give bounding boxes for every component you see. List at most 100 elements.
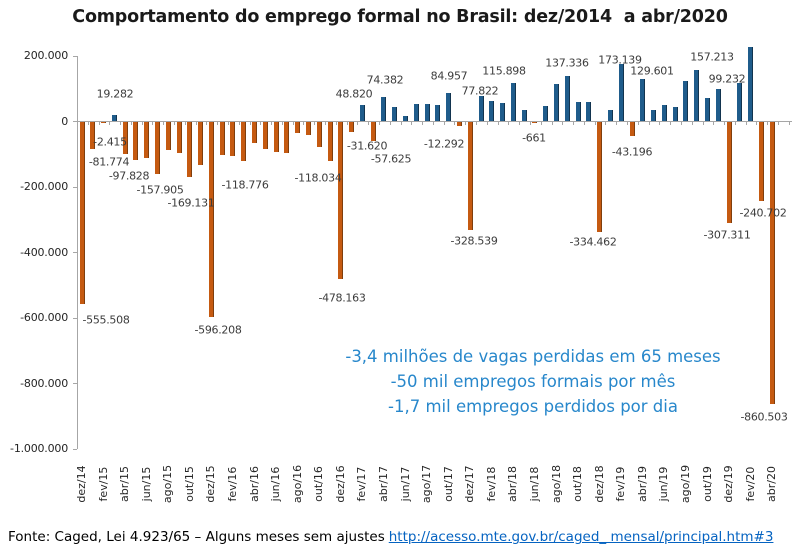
bar-set/15 [176, 122, 182, 154]
bar-dez/14 [79, 122, 85, 304]
x-axis-tick [346, 122, 348, 125]
y-axis-label: -400.000 [20, 245, 68, 259]
bar-out/19 [705, 97, 711, 121]
x-axis-tick [583, 122, 585, 125]
x-axis-tick [281, 122, 283, 125]
x-axis-tick [411, 122, 413, 125]
bar-jul/18 [543, 105, 549, 121]
data-label-jan/18: 77.822 [461, 84, 499, 98]
bar-jun/15 [144, 122, 150, 159]
x-axis-tick [497, 122, 499, 125]
y-axis-label: 0 [61, 114, 68, 128]
bar-nov/17 [456, 122, 462, 127]
x-axis-tick [238, 122, 240, 125]
x-axis-line [77, 121, 792, 122]
bar-mai/18 [521, 109, 527, 121]
y-axis-label: -1.000.000 [10, 442, 68, 455]
bar-mai/15 [133, 122, 139, 160]
x-axis-tick [98, 122, 100, 125]
x-axis-tick [778, 122, 780, 125]
data-label-abr/15: -97.828 [108, 169, 150, 183]
x-axis-tick [627, 122, 629, 125]
bar-dez/18 [597, 122, 603, 232]
bar-jun/17 [403, 116, 409, 121]
x-axis-tick [691, 122, 693, 125]
x-axis-tick [206, 122, 208, 125]
bar-dez/17 [467, 122, 473, 230]
data-label-abr/20: -860.503 [740, 410, 788, 424]
x-axis-tick [130, 122, 132, 125]
x-axis-label-dez/16: dez/16 [333, 465, 347, 503]
bar-abr/16 [252, 122, 258, 143]
x-axis-tick [389, 122, 391, 125]
bar-mar/18 [500, 102, 506, 121]
x-axis-label-fev/17: fev/17 [355, 466, 369, 502]
x-axis-tick [680, 122, 682, 125]
annotation-line-1: -3,4 milhões de vagas perdidas em 65 mes… [345, 347, 721, 366]
x-axis-tick [174, 122, 176, 125]
data-label-nov/19: 99.232 [708, 72, 746, 86]
x-axis-tick [734, 122, 736, 125]
x-axis-label-fev/16: fev/16 [225, 466, 239, 502]
bar-mar/19 [629, 122, 635, 137]
x-axis-tick [529, 122, 531, 125]
bar-fev/17 [359, 105, 365, 121]
bar-jan/20 [737, 83, 743, 121]
x-axis-label-abr/15: abr/15 [118, 466, 132, 502]
bar-out/18 [575, 102, 581, 121]
bar-ago/17 [424, 103, 430, 121]
x-axis-tick [519, 122, 521, 125]
x-axis-label-abr/17: abr/17 [376, 466, 390, 502]
y-axis-label: -200.000 [20, 180, 68, 193]
data-label-jun/18: -661 [522, 131, 546, 145]
x-axis-tick [465, 122, 467, 125]
x-axis-label-dez/17: dez/17 [463, 465, 477, 503]
x-axis-tick [594, 122, 596, 125]
bar-mar/15 [111, 114, 117, 121]
source-link[interactable]: http://acesso.mte.gov.br/caged_ mensal/p… [388, 529, 774, 545]
x-axis-tick [335, 122, 337, 125]
x-axis-label-ago/19: ago/19 [678, 464, 692, 504]
bar-jul/19 [672, 106, 678, 121]
data-label-dez/17: -328.539 [450, 234, 498, 248]
x-axis-label-fev/15: fev/15 [96, 466, 110, 502]
x-axis-tick [476, 122, 478, 125]
bar-dez/19 [726, 122, 732, 223]
x-axis-tick [249, 122, 251, 125]
data-label-dez/14: -555.508 [82, 313, 130, 327]
data-label-abr/18: 115.898 [482, 64, 526, 78]
x-axis-label-dez/19: dez/19 [722, 465, 736, 503]
x-axis-tick [767, 122, 769, 125]
x-axis-tick [724, 122, 726, 125]
bar-mar/20 [758, 122, 764, 201]
x-axis-tick [120, 122, 122, 125]
bar-jul/17 [413, 103, 419, 121]
footer-source: Fonte: Caged, Lei 4.923/65 – Alguns mese… [8, 529, 800, 545]
x-axis-label-dez/14: dez/14 [75, 465, 88, 503]
x-axis-label-out/17: out/17 [441, 466, 455, 502]
y-axis-label: 200.000 [23, 49, 68, 62]
x-axis-tick [788, 122, 790, 125]
x-axis-tick [745, 122, 747, 125]
bar-jan/18 [478, 95, 484, 121]
x-axis-label-ago/17: ago/17 [420, 464, 434, 504]
y-axis-tick [73, 252, 77, 253]
y-axis-tick [73, 317, 77, 319]
bar-fev/18 [489, 100, 495, 121]
bar-fev/16 [230, 122, 236, 157]
bar-dez/16 [338, 122, 344, 279]
x-axis-tick [87, 122, 89, 125]
bar-jul/16 [284, 122, 290, 154]
x-axis-tick [637, 122, 639, 125]
bar-set/18 [564, 76, 570, 121]
x-axis-tick [292, 122, 294, 125]
bar-nov/19 [715, 88, 721, 121]
bar-jan/16 [219, 122, 225, 155]
x-axis-tick [756, 122, 758, 125]
data-label-abr/19: 129.601 [630, 64, 674, 78]
data-label-mar/20: -240.702 [739, 206, 787, 220]
bar-jan/19 [607, 109, 613, 121]
bar-fev/15 [101, 122, 107, 123]
bar-nov/15 [198, 122, 204, 165]
bar-jul/15 [154, 122, 160, 174]
